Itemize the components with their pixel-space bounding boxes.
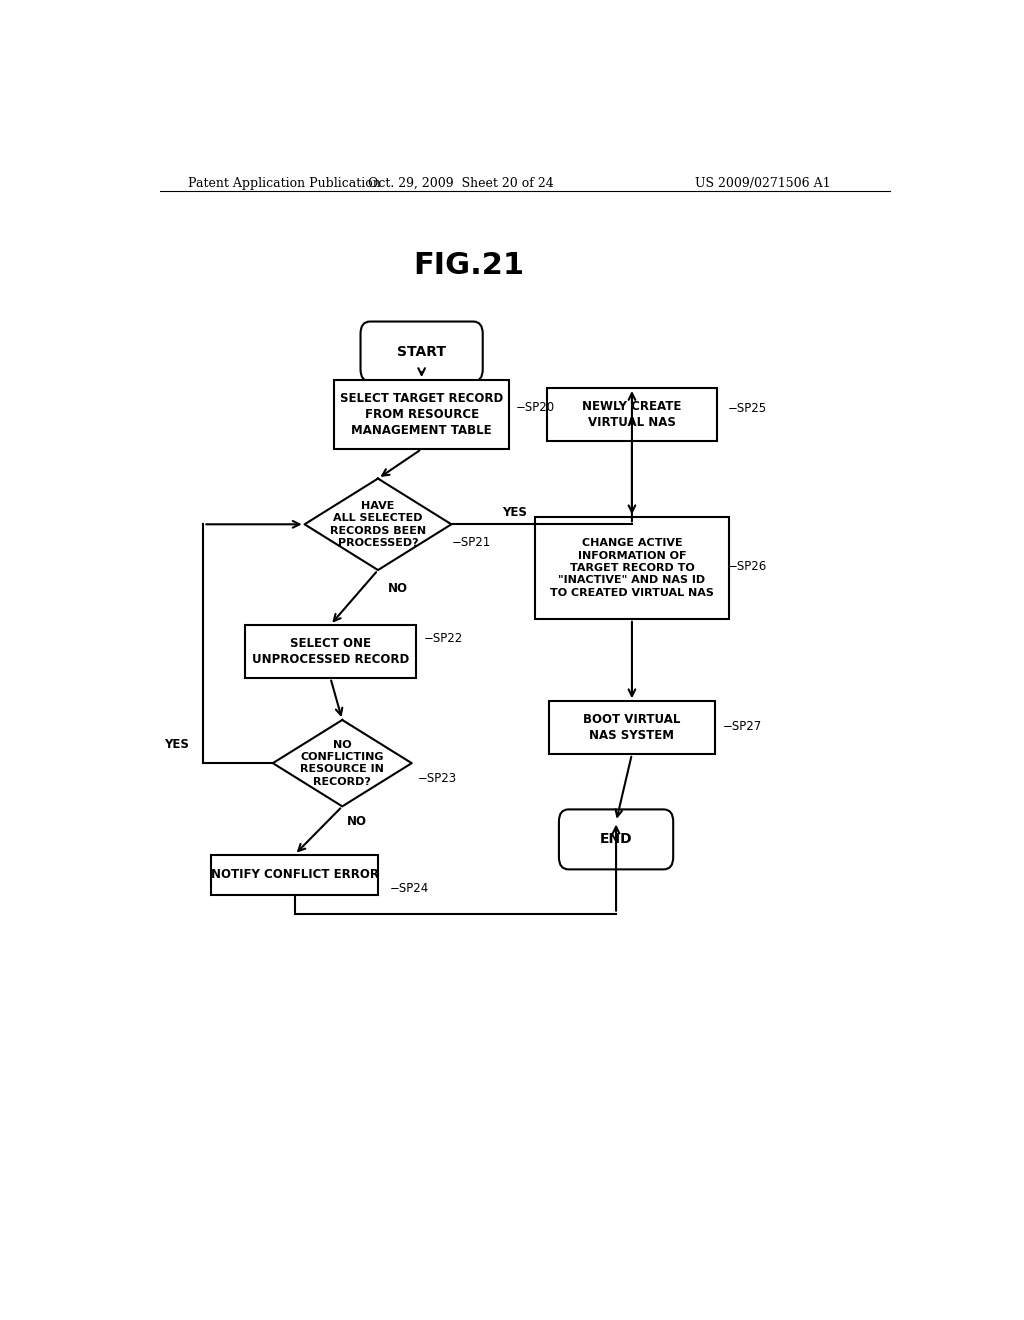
Text: −SP23: −SP23 xyxy=(418,772,457,785)
Bar xyxy=(334,380,509,449)
Text: YES: YES xyxy=(502,506,527,519)
Text: −SP24: −SP24 xyxy=(390,882,429,895)
Text: −SP22: −SP22 xyxy=(424,632,463,644)
Text: NO
CONFLICTING
RESOURCE IN
RECORD?: NO CONFLICTING RESOURCE IN RECORD? xyxy=(300,739,384,787)
Text: CHANGE ACTIVE
INFORMATION OF
TARGET RECORD TO
"INACTIVE" AND NAS ID
TO CREATED V: CHANGE ACTIVE INFORMATION OF TARGET RECO… xyxy=(550,539,714,598)
Polygon shape xyxy=(272,719,412,807)
Text: HAVE
ALL SELECTED
RECORDS BEEN
PROCESSED?: HAVE ALL SELECTED RECORDS BEEN PROCESSED… xyxy=(330,500,426,548)
Text: YES: YES xyxy=(164,738,189,751)
Text: −SP27: −SP27 xyxy=(723,721,763,733)
Bar xyxy=(211,854,378,895)
Text: Patent Application Publication: Patent Application Publication xyxy=(187,177,380,190)
Text: NEWLY CREATE
VIRTUAL NAS: NEWLY CREATE VIRTUAL NAS xyxy=(583,400,682,429)
Text: NO: NO xyxy=(388,582,408,595)
Bar xyxy=(547,388,717,441)
Bar xyxy=(535,517,729,619)
Text: −SP26: −SP26 xyxy=(728,561,767,573)
Text: START: START xyxy=(397,345,446,359)
Text: END: END xyxy=(600,833,633,846)
Text: NO: NO xyxy=(346,816,367,828)
Text: NOTIFY CONFLICT ERROR: NOTIFY CONFLICT ERROR xyxy=(211,869,379,882)
Text: US 2009/0271506 A1: US 2009/0271506 A1 xyxy=(695,177,830,190)
Text: −SP20: −SP20 xyxy=(515,401,554,414)
Bar xyxy=(549,701,715,754)
Polygon shape xyxy=(304,479,452,570)
FancyBboxPatch shape xyxy=(559,809,673,870)
Text: BOOT VIRTUAL
NAS SYSTEM: BOOT VIRTUAL NAS SYSTEM xyxy=(584,713,681,742)
Text: SELECT ONE
UNPROCESSED RECORD: SELECT ONE UNPROCESSED RECORD xyxy=(252,636,409,665)
FancyBboxPatch shape xyxy=(360,322,482,381)
Text: Oct. 29, 2009  Sheet 20 of 24: Oct. 29, 2009 Sheet 20 of 24 xyxy=(369,177,554,190)
Bar xyxy=(245,624,416,677)
Text: FIG.21: FIG.21 xyxy=(414,251,525,280)
Text: −SP21: −SP21 xyxy=(452,536,492,549)
Text: SELECT TARGET RECORD
FROM RESOURCE
MANAGEMENT TABLE: SELECT TARGET RECORD FROM RESOURCE MANAG… xyxy=(340,392,503,437)
Text: −SP25: −SP25 xyxy=(728,401,767,414)
